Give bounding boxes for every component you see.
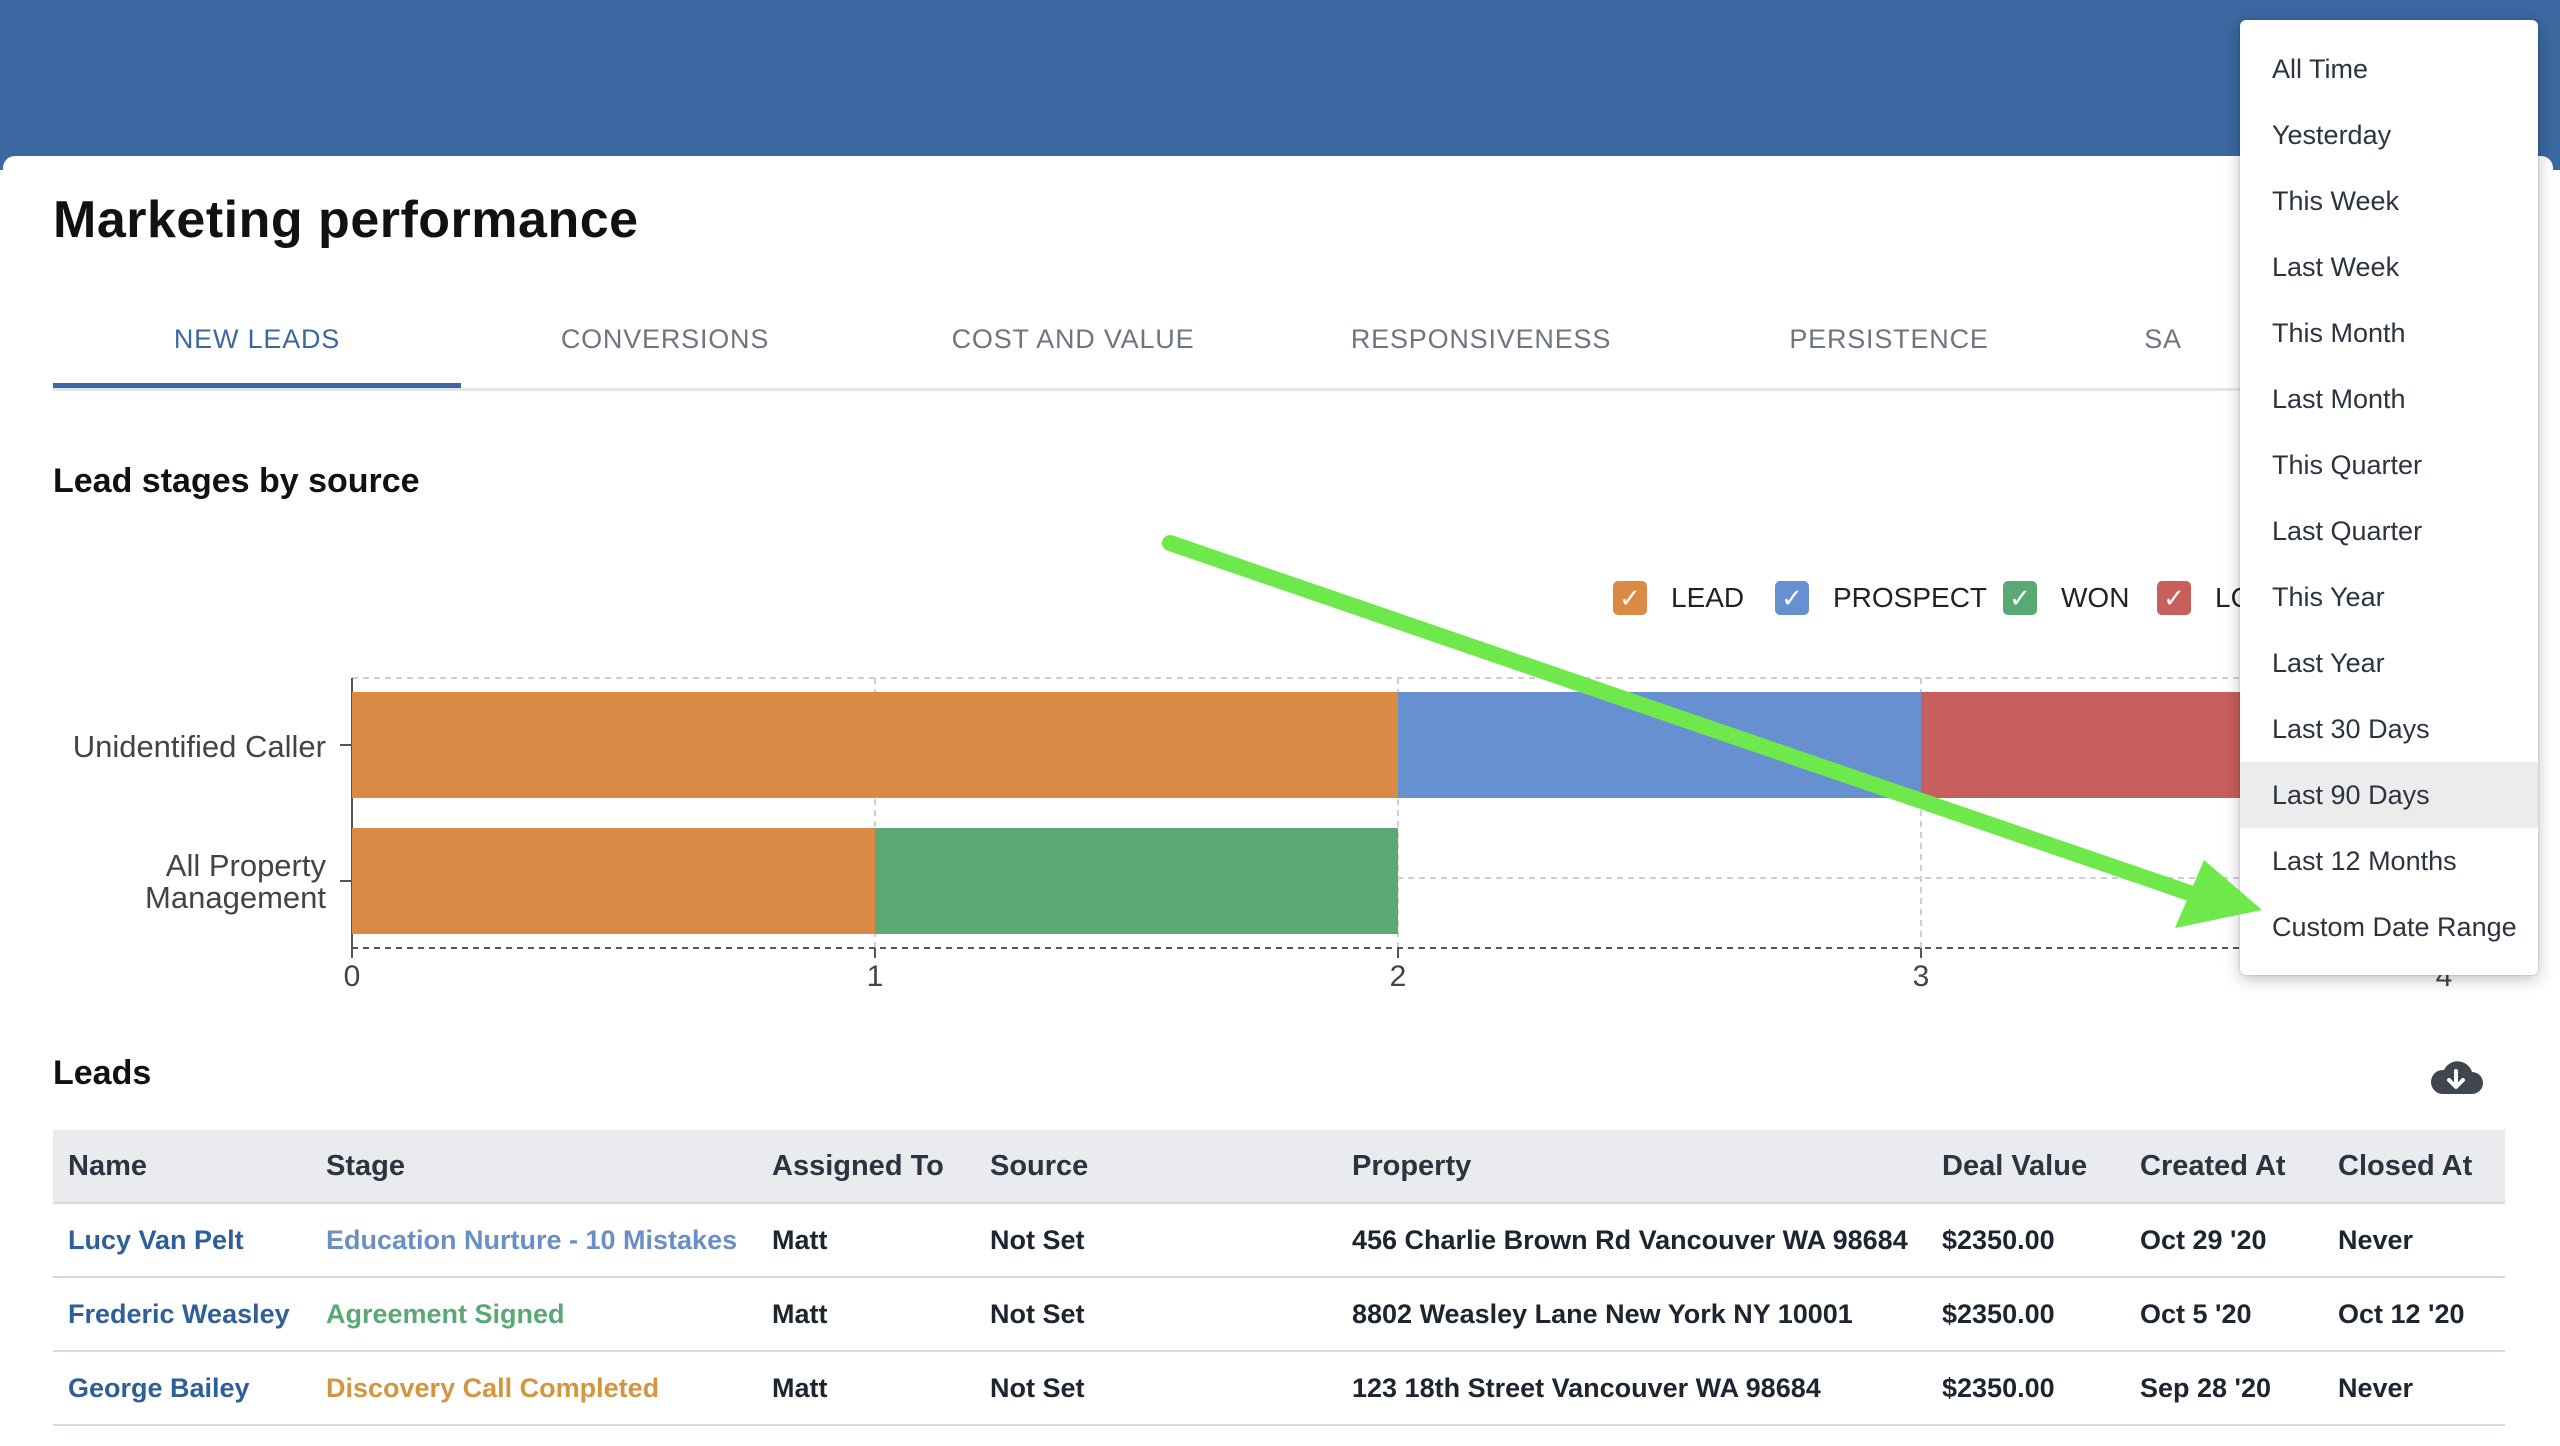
tab-conversions[interactable]: CONVERSIONS bbox=[560, 324, 770, 354]
date-range-option-last-month[interactable]: Last Month bbox=[2272, 384, 2406, 414]
leads-section-title: Leads bbox=[53, 1054, 152, 1092]
lead-closed-at: Never bbox=[2323, 1351, 2505, 1426]
table-row[interactable]: Lucy Van Pelt Education Nurture - 10 Mis… bbox=[53, 1203, 2505, 1278]
table-row[interactable]: George Bailey Discovery Call Completed M… bbox=[53, 1351, 2505, 1426]
lead-closed-at: Oct 12 '20 bbox=[2323, 1277, 2505, 1352]
chart-bar-segment bbox=[1398, 692, 1921, 798]
lead-deal-value: $2350.00 bbox=[1927, 1277, 2125, 1352]
column-header-closed-at[interactable]: Closed At bbox=[2323, 1130, 2505, 1204]
lead-property: 123 18th Street Vancouver WA 98684 bbox=[1337, 1351, 1927, 1426]
lead-created-at: Oct 5 '20 bbox=[2125, 1277, 2323, 1352]
lead-assigned-to: Matt bbox=[757, 1351, 975, 1426]
lead-deal-value: $2350.00 bbox=[1927, 1203, 2125, 1278]
tab-bar: NEW LEADS CONVERSIONS COST AND VALUE RES… bbox=[53, 300, 2473, 391]
table-row[interactable]: Frederic Weasley Agreement Signed Matt N… bbox=[53, 1277, 2505, 1352]
lead-assigned-to: Matt bbox=[757, 1277, 975, 1352]
date-range-dropdown: All Time Yesterday This Week Last Week T… bbox=[2240, 20, 2538, 975]
date-range-option-custom-date-range[interactable]: Custom Date Range bbox=[2272, 912, 2517, 942]
date-range-option-last-12-months[interactable]: Last 12 Months bbox=[2272, 846, 2457, 876]
date-range-option-this-month[interactable]: This Month bbox=[2272, 318, 2406, 348]
checkbox-checked-icon: ✓ bbox=[1613, 581, 1647, 615]
legend-label: WON bbox=[2061, 582, 2130, 613]
date-range-option-last-quarter[interactable]: Last Quarter bbox=[2272, 516, 2423, 546]
lead-property: 456 Charlie Brown Rd Vancouver WA 98684 bbox=[1337, 1203, 1927, 1278]
date-range-option-all-time[interactable]: All Time bbox=[2272, 54, 2369, 84]
chart-section-title: Lead stages by source bbox=[53, 462, 420, 500]
lead-name-link[interactable]: Lucy Van Pelt bbox=[53, 1203, 311, 1278]
lead-property: 8802 Weasley Lane New York NY 10001 bbox=[1337, 1277, 1927, 1352]
legend-item-won[interactable]: ✓ WON bbox=[2003, 578, 2129, 618]
column-header-deal-value[interactable]: Deal Value bbox=[1927, 1130, 2125, 1204]
checkbox-checked-icon: ✓ bbox=[2157, 581, 2191, 615]
column-header-stage[interactable]: Stage bbox=[311, 1130, 757, 1204]
date-range-option-last-30-days[interactable]: Last 30 Days bbox=[2272, 714, 2430, 744]
lead-source: Not Set bbox=[975, 1351, 1337, 1426]
lead-stages-chart: Unidentified Caller All PropertyManagemen… bbox=[73, 677, 2452, 993]
column-header-property[interactable]: Property bbox=[1337, 1130, 1927, 1204]
date-range-option-this-year[interactable]: This Year bbox=[2272, 582, 2385, 612]
column-header-created-at[interactable]: Created At bbox=[2125, 1130, 2323, 1204]
top-bar bbox=[0, 0, 2560, 170]
checkbox-checked-icon: ✓ bbox=[1775, 581, 1809, 615]
legend-item-lead[interactable]: ✓ LEAD bbox=[1613, 578, 1744, 618]
chart-y-tick-label: Management bbox=[145, 880, 326, 915]
date-range-option-last-week[interactable]: Last Week bbox=[2272, 252, 2400, 282]
page-title: Marketing performance bbox=[53, 191, 639, 249]
chart-y-tick-label: Unidentified Caller bbox=[73, 729, 326, 764]
chart-bar-segment bbox=[352, 828, 875, 934]
chart-bar-segment bbox=[875, 828, 1398, 934]
column-header-name[interactable]: Name bbox=[53, 1130, 311, 1204]
lead-stage: Discovery Call Completed bbox=[311, 1351, 757, 1426]
tab-cost-and-value[interactable]: COST AND VALUE bbox=[951, 324, 1195, 354]
chart-x-tick-label: 2 bbox=[1390, 960, 1407, 993]
lead-name-link[interactable]: Frederic Weasley bbox=[53, 1277, 311, 1352]
tab-responsiveness[interactable]: RESPONSIVENESS bbox=[1350, 324, 1612, 354]
tab-sa[interactable]: SA bbox=[2144, 324, 2182, 354]
chart-x-tick-label: 3 bbox=[1913, 960, 1930, 993]
lead-name-link[interactable]: George Bailey bbox=[53, 1351, 311, 1426]
column-header-source[interactable]: Source bbox=[975, 1130, 1337, 1204]
lead-source: Not Set bbox=[975, 1203, 1337, 1278]
lead-created-at: Sep 28 '20 bbox=[2125, 1351, 2323, 1426]
chart-y-tick-label: All Property bbox=[166, 848, 327, 883]
chart-x-tick-label: 1 bbox=[867, 960, 884, 993]
chart-x-tick-label: 0 bbox=[344, 960, 361, 993]
legend-label: LEAD bbox=[1671, 582, 1745, 613]
lead-stage: Agreement Signed bbox=[311, 1277, 757, 1352]
cloud-download-icon[interactable] bbox=[2428, 1058, 2484, 1098]
lead-created-at: Oct 29 '20 bbox=[2125, 1203, 2323, 1278]
lead-source: Not Set bbox=[975, 1277, 1337, 1352]
date-range-option-last-90-days[interactable]: Last 90 Days bbox=[2240, 762, 2538, 828]
tab-new-leads[interactable]: NEW LEADS bbox=[53, 300, 461, 388]
lead-closed-at: Never bbox=[2323, 1203, 2505, 1278]
chart-bar-segment bbox=[352, 692, 1398, 798]
lead-assigned-to: Matt bbox=[757, 1203, 975, 1278]
column-header-assigned-to[interactable]: Assigned To bbox=[757, 1130, 975, 1204]
checkbox-checked-icon: ✓ bbox=[2003, 581, 2037, 615]
date-range-option-this-week[interactable]: This Week bbox=[2272, 186, 2400, 216]
tab-persistence[interactable]: PERSISTENCE bbox=[1789, 324, 1989, 354]
date-range-option-last-year[interactable]: Last Year bbox=[2272, 648, 2385, 678]
date-range-option-this-quarter[interactable]: This Quarter bbox=[2272, 450, 2423, 480]
legend-label: PROSPECT bbox=[1833, 582, 1988, 613]
legend-item-lost[interactable]: ✓ LC bbox=[2157, 578, 2251, 618]
chart-legend: ✓ LEAD ✓ PROSPECT ✓ WON ✓ LC bbox=[0, 578, 2560, 618]
lead-stage: Education Nurture - 10 Mistakes bbox=[311, 1203, 757, 1278]
legend-item-prospect[interactable]: ✓ PROSPECT bbox=[1775, 578, 1987, 618]
date-range-option-yesterday[interactable]: Yesterday bbox=[2272, 120, 2392, 150]
leads-table: Name Stage Assigned To Source Property D… bbox=[53, 1130, 2505, 1426]
lead-deal-value: $2350.00 bbox=[1927, 1351, 2125, 1426]
table-header-row: Name Stage Assigned To Source Property D… bbox=[53, 1130, 2505, 1204]
